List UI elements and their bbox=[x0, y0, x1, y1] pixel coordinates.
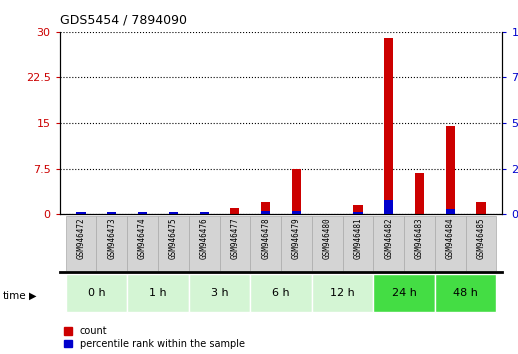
Text: GSM946480: GSM946480 bbox=[323, 218, 332, 259]
Text: 24 h: 24 h bbox=[392, 289, 416, 298]
Bar bbox=[404, 216, 435, 271]
Bar bbox=[77, 213, 85, 214]
Bar bbox=[127, 274, 189, 313]
Text: GSM946477: GSM946477 bbox=[231, 218, 239, 259]
Text: time: time bbox=[3, 291, 26, 301]
Text: GSM946483: GSM946483 bbox=[415, 218, 424, 259]
Text: GSM946472: GSM946472 bbox=[77, 218, 85, 259]
Bar bbox=[250, 274, 312, 313]
Bar bbox=[107, 212, 117, 214]
Bar bbox=[199, 212, 209, 214]
Bar bbox=[281, 216, 312, 271]
Bar bbox=[77, 212, 85, 214]
Bar bbox=[477, 202, 485, 214]
Text: 12 h: 12 h bbox=[330, 289, 355, 298]
Text: GSM946482: GSM946482 bbox=[384, 218, 393, 259]
Bar bbox=[373, 216, 404, 271]
Text: GSM946476: GSM946476 bbox=[199, 218, 209, 259]
Bar bbox=[384, 200, 393, 214]
Text: GSM946479: GSM946479 bbox=[292, 218, 301, 259]
Bar bbox=[292, 211, 301, 214]
Bar bbox=[445, 209, 455, 214]
Bar bbox=[107, 212, 117, 214]
Bar bbox=[323, 213, 332, 214]
Bar bbox=[66, 216, 96, 271]
Bar bbox=[312, 274, 373, 313]
Bar bbox=[220, 216, 250, 271]
Text: 1 h: 1 h bbox=[149, 289, 167, 298]
Text: 3 h: 3 h bbox=[211, 289, 228, 298]
Bar bbox=[435, 216, 466, 271]
Bar bbox=[261, 202, 270, 214]
Text: GSM946485: GSM946485 bbox=[477, 218, 485, 259]
Text: 0 h: 0 h bbox=[88, 289, 105, 298]
Text: ▶: ▶ bbox=[28, 291, 36, 301]
Bar bbox=[353, 205, 363, 214]
Text: 48 h: 48 h bbox=[453, 289, 478, 298]
Bar bbox=[66, 274, 127, 313]
Text: GSM946481: GSM946481 bbox=[353, 218, 363, 259]
Text: GDS5454 / 7894090: GDS5454 / 7894090 bbox=[60, 13, 186, 27]
Bar bbox=[127, 216, 158, 271]
Bar bbox=[312, 216, 342, 271]
Bar bbox=[169, 213, 178, 214]
Bar bbox=[169, 212, 178, 214]
Bar bbox=[353, 212, 363, 214]
Bar bbox=[261, 211, 270, 214]
Bar bbox=[96, 216, 127, 271]
Bar bbox=[292, 169, 301, 214]
Text: GSM946478: GSM946478 bbox=[261, 218, 270, 259]
Bar bbox=[138, 212, 147, 214]
Bar bbox=[199, 213, 209, 214]
Bar bbox=[189, 274, 250, 313]
Bar bbox=[158, 216, 189, 271]
Bar bbox=[445, 126, 455, 214]
Bar bbox=[342, 216, 373, 271]
Bar bbox=[415, 173, 424, 214]
Bar bbox=[384, 38, 393, 214]
Bar bbox=[138, 212, 147, 214]
Text: GSM946484: GSM946484 bbox=[445, 218, 455, 259]
Legend: count, percentile rank within the sample: count, percentile rank within the sample bbox=[64, 326, 245, 349]
Text: GSM946473: GSM946473 bbox=[107, 218, 117, 259]
Text: GSM946475: GSM946475 bbox=[169, 218, 178, 259]
Bar bbox=[250, 216, 281, 271]
Bar bbox=[373, 274, 435, 313]
Text: GSM946474: GSM946474 bbox=[138, 218, 147, 259]
Bar bbox=[231, 208, 239, 214]
Bar bbox=[466, 216, 496, 271]
Bar bbox=[435, 274, 496, 313]
Text: 6 h: 6 h bbox=[272, 289, 290, 298]
Bar bbox=[189, 216, 220, 271]
